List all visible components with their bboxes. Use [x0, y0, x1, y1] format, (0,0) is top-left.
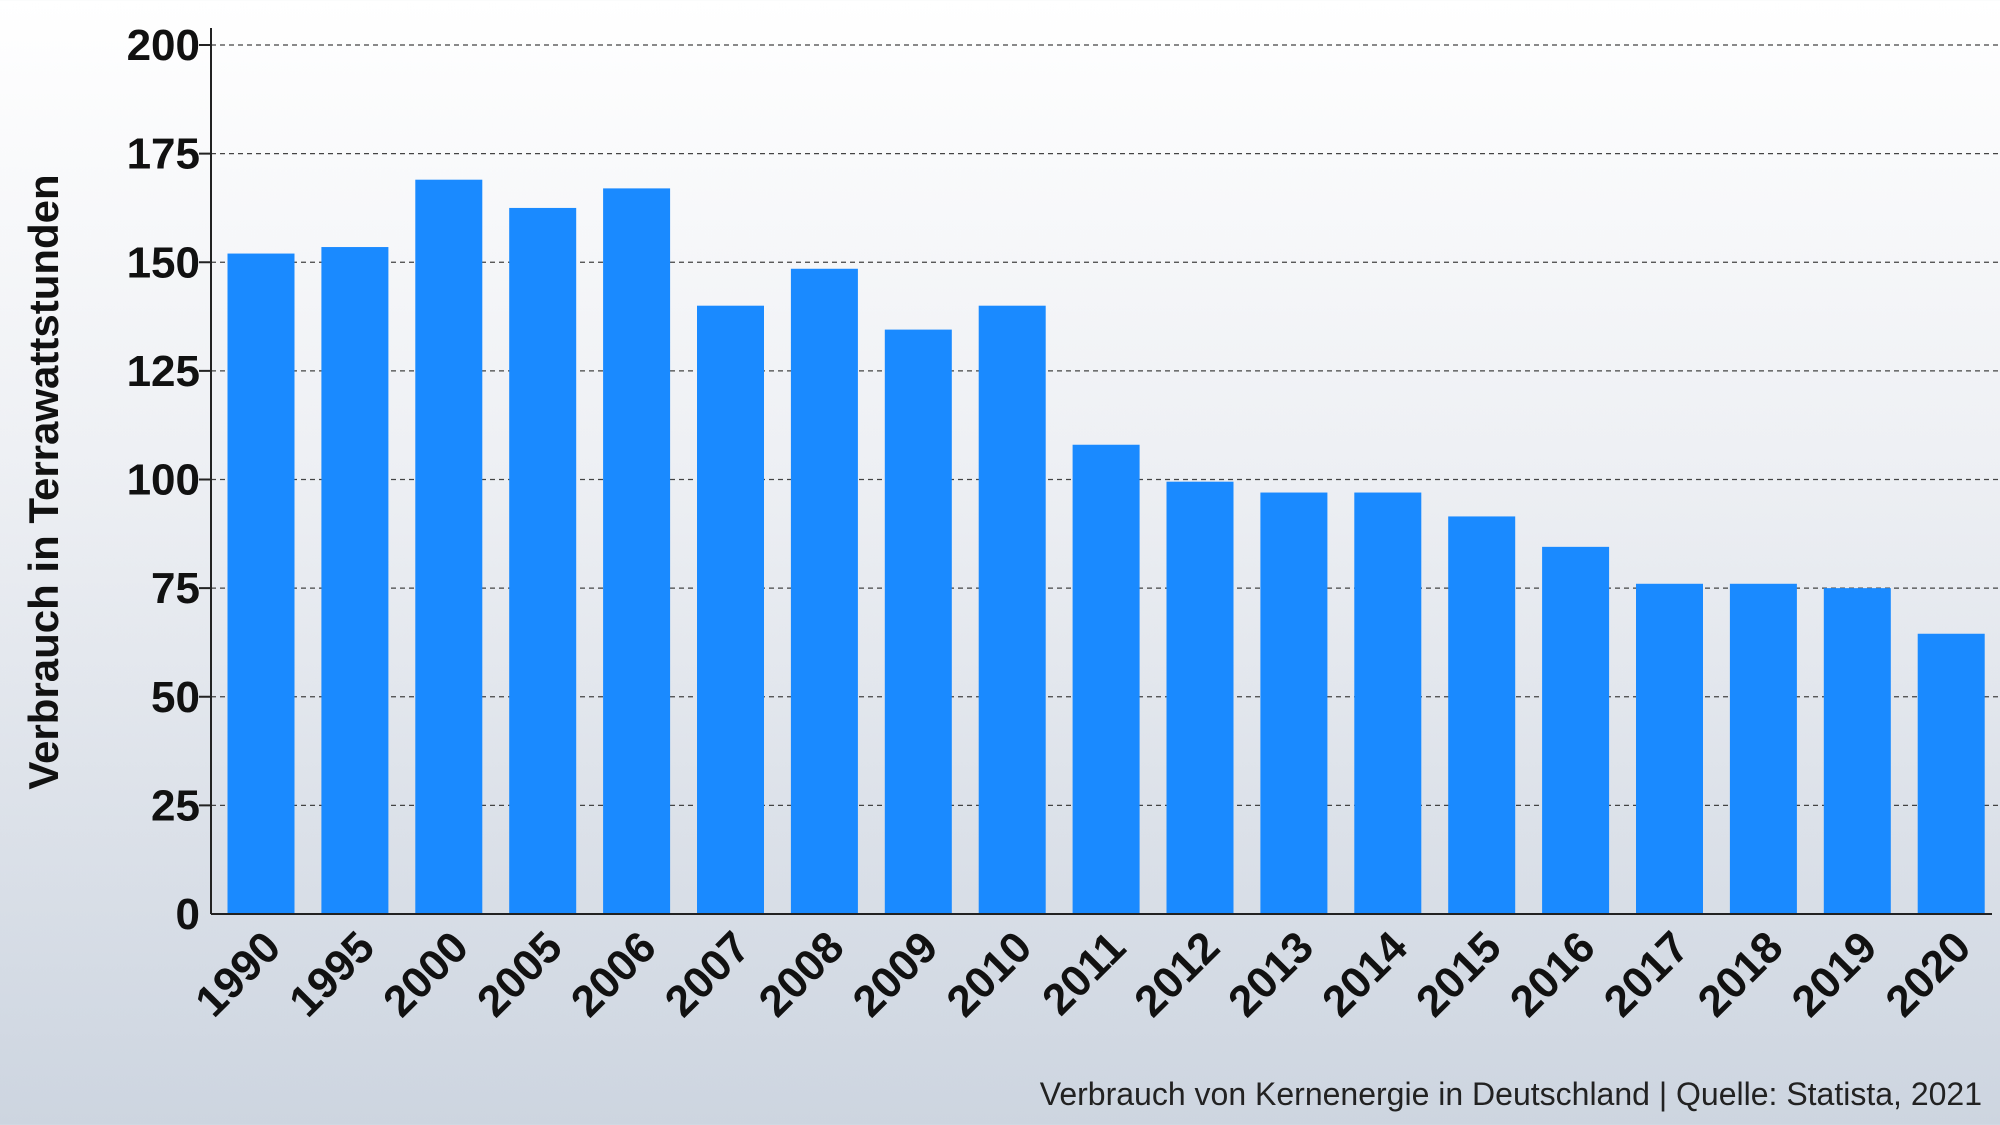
bars: [227, 179, 1985, 915]
y-tick-labels: 0 25 50 75 100 125 150 175 200: [127, 21, 200, 939]
bar-2007: [697, 305, 764, 914]
x-tick-label: 1995: [280, 922, 384, 1026]
x-tick-label: 2007: [656, 922, 760, 1026]
bar-2000: [415, 179, 483, 914]
x-tick-label: 2000: [374, 922, 478, 1026]
x-tick-label: 2015: [1407, 922, 1511, 1026]
x-tick-label: 2005: [468, 922, 572, 1026]
bar-2019: [1823, 588, 1891, 914]
x-tick-label: 2013: [1219, 922, 1323, 1026]
x-tick-label: 1990: [186, 922, 290, 1026]
bar-2008: [790, 268, 858, 915]
bar-2020: [1917, 633, 1985, 914]
x-tick-label: 2010: [937, 922, 1041, 1026]
y-tick-label: 75: [151, 564, 200, 613]
y-tick-label: 50: [151, 673, 200, 722]
bar-2009: [884, 329, 952, 914]
y-tick-label: 100: [127, 456, 200, 505]
bar-2016: [1542, 546, 1610, 914]
bar-1990: [227, 253, 295, 914]
bar-2013: [1260, 492, 1328, 914]
x-tick-label: 2014: [1313, 922, 1417, 1026]
bar-2015: [1448, 516, 1516, 914]
x-tick-label: 2009: [844, 922, 948, 1026]
x-tick-label: 2006: [562, 922, 666, 1026]
bar-2011: [1072, 444, 1140, 914]
y-axis-title: Verbrauch in Terrawattstunden: [20, 174, 67, 789]
bar-2014: [1354, 492, 1422, 914]
x-tick-label: 2011: [1033, 922, 1135, 1024]
x-tick-label: 2020: [1876, 922, 1980, 1026]
bar-2006: [603, 188, 671, 914]
x-tick-label: 2008: [750, 922, 854, 1026]
y-tick-label: 25: [151, 781, 200, 830]
bar-2018: [1729, 583, 1797, 914]
bar-2010: [978, 305, 1046, 914]
x-tick-label: 2012: [1125, 922, 1229, 1026]
y-tick-label: 0: [176, 890, 200, 939]
bar-2012: [1166, 481, 1234, 914]
x-tick-label: 2019: [1783, 922, 1887, 1026]
x-tick-labels: 1990199520002005200620072008200920102011…: [186, 922, 1980, 1026]
y-tick-label: 125: [127, 347, 200, 396]
bar-2005: [509, 207, 577, 914]
source-caption: Verbrauch von Kernenergie in Deutschland…: [1039, 1076, 1982, 1112]
x-tick-label: 2017: [1595, 922, 1699, 1026]
bar-1995: [321, 247, 389, 915]
x-tick-label: 2016: [1501, 922, 1605, 1026]
x-tick-label: 2018: [1689, 922, 1793, 1026]
y-tick-label: 175: [127, 130, 200, 179]
y-tick-label: 200: [127, 21, 200, 70]
axes: [210, 28, 1992, 915]
y-tick-label: 150: [127, 238, 200, 287]
bar-2017: [1636, 583, 1703, 914]
